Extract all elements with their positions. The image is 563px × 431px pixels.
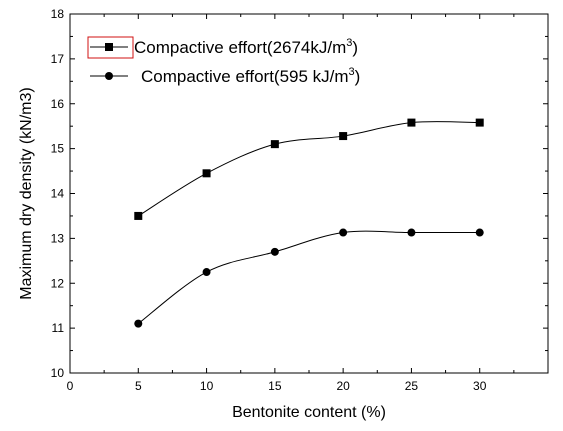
y-tick-label: 10 — [51, 366, 65, 380]
legend-label-superscript: 3 — [346, 37, 352, 49]
x-tick-label: 10 — [200, 379, 214, 393]
x-tick-label: 20 — [336, 379, 350, 393]
square-data-point — [475, 118, 484, 127]
y-tick-label: 14 — [51, 187, 65, 201]
y-tick-label: 12 — [51, 276, 65, 290]
square-data-point — [134, 211, 143, 220]
series-line — [138, 121, 480, 217]
square-data-point — [270, 140, 279, 149]
series-layer — [134, 118, 484, 328]
circle-data-point — [475, 228, 484, 237]
x-tick-label: 0 — [67, 379, 74, 393]
series-2 — [134, 228, 484, 328]
legend-label-main: Compactive effort(595 kJ/m — [141, 67, 349, 86]
legend-label-suffix: ) — [352, 38, 358, 57]
circle-data-point — [339, 228, 348, 237]
legend-item-2: Compactive effort(595 kJ/m3) — [90, 66, 360, 86]
circle-data-point — [134, 319, 143, 328]
legend-sample-highlight — [87, 36, 134, 59]
square-data-point — [339, 132, 348, 141]
legend-marker — [105, 43, 113, 51]
x-tick-label: 25 — [405, 379, 419, 393]
square-data-point — [202, 169, 211, 178]
legend-label-main: Compactive effort(2674kJ/m — [134, 38, 346, 57]
y-tick-label: 17 — [51, 52, 65, 66]
y-axis-title: Maximum dry density (kN/m3) — [18, 87, 35, 299]
legend-label-superscript: 3 — [349, 66, 355, 78]
legend: Compactive effort(2674kJ/m3)Compactive e… — [87, 36, 360, 86]
x-tick-label: 30 — [473, 379, 487, 393]
y-tick-label: 16 — [51, 97, 65, 111]
legend-label-suffix: ) — [355, 67, 361, 86]
circle-data-point — [407, 228, 416, 237]
axes: 0 5 10 15 20 25 30 10 11 12 13 14 15 16 17 18 — [51, 7, 549, 393]
legend-item-1: Compactive effort(2674kJ/m3) — [90, 37, 358, 57]
legend-label: Compactive effort(595 kJ/m3) — [141, 66, 360, 86]
legend-label: Compactive effort(2674kJ/m3) — [134, 37, 358, 57]
circle-data-point — [202, 268, 211, 277]
y-tick-label: 18 — [51, 7, 65, 21]
legend-marker — [105, 72, 113, 80]
x-tick-label: 15 — [268, 379, 282, 393]
x-tick-label: 5 — [135, 379, 142, 393]
square-data-point — [407, 118, 416, 127]
x-axis-title: Bentonite content (%) — [232, 404, 386, 421]
y-tick-label: 15 — [51, 142, 65, 156]
circle-data-point — [270, 247, 279, 256]
series-1 — [134, 118, 484, 220]
y-tick-label: 11 — [52, 321, 65, 335]
series-line — [137, 230, 480, 325]
y-tick-label: 13 — [51, 231, 65, 245]
